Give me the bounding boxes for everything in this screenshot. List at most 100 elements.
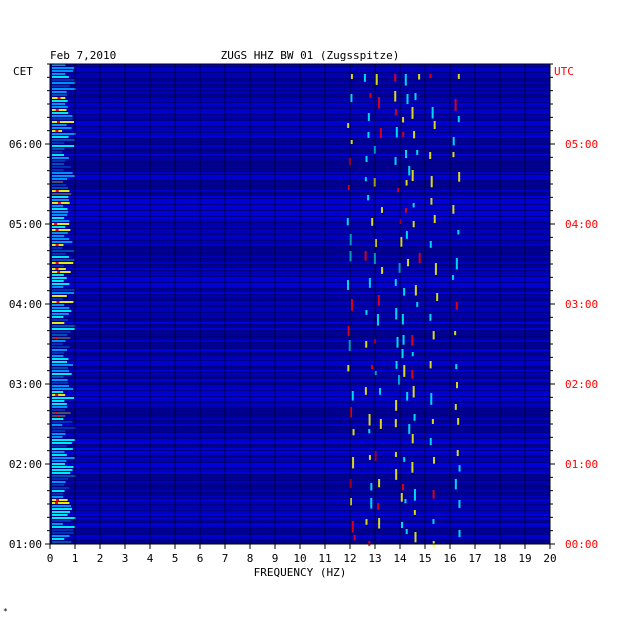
low-frequency-band	[52, 343, 63, 345]
low-frequency-band	[52, 493, 64, 495]
low-frequency-band	[52, 307, 70, 309]
low-frequency-peak	[54, 412, 58, 414]
low-frequency-band	[52, 136, 69, 138]
spectral-line-segment	[454, 331, 457, 336]
spectral-line-segment	[352, 457, 355, 469]
x-tick-label: 11	[318, 552, 331, 565]
spectral-line-segment	[411, 107, 414, 119]
low-frequency-band	[52, 217, 65, 219]
low-frequency-band	[52, 373, 72, 375]
low-frequency-band	[52, 154, 65, 156]
spectral-line-segment	[365, 341, 368, 348]
spectral-line-segment	[346, 218, 349, 226]
low-frequency-band	[52, 301, 74, 303]
spectral-line-segment	[418, 74, 421, 80]
low-frequency-band	[52, 175, 76, 177]
low-frequency-band	[52, 418, 64, 420]
spectral-line-segment	[379, 128, 382, 139]
low-frequency-band	[52, 442, 72, 444]
low-frequency-band	[52, 73, 66, 75]
right-tick-label: 02:00	[565, 378, 598, 391]
low-frequency-band	[52, 364, 73, 366]
low-frequency-band	[52, 502, 70, 504]
x-tick-label: 16	[443, 552, 456, 565]
spectral-line-segment	[413, 489, 416, 501]
low-frequency-band	[52, 535, 70, 537]
low-frequency-peak	[56, 301, 60, 303]
spectral-line-segment	[364, 251, 367, 261]
spectral-line-segment	[374, 239, 377, 248]
right-tick-label: 03:00	[565, 298, 598, 311]
spectral-line-segment	[429, 241, 432, 248]
spectral-line-segment	[367, 195, 370, 201]
x-ticks: 0 1 2 3 4 5 6 7 8 9 10 11 12 13 14 15 16 17 18 19 20	[47, 544, 557, 565]
right-tick-label: 04:00	[565, 218, 598, 231]
spectral-line-segment	[351, 391, 354, 401]
spectral-line-segment	[412, 386, 415, 398]
low-frequency-band	[52, 352, 65, 354]
low-frequency-band	[52, 268, 66, 270]
low-frequency-band	[52, 334, 68, 336]
spectral-line-segment	[402, 132, 405, 137]
spectral-line-segment	[452, 275, 455, 281]
spectral-line-segment	[379, 419, 382, 429]
low-frequency-band	[52, 163, 64, 165]
low-frequency-band	[52, 358, 69, 360]
low-frequency-band	[52, 526, 75, 528]
left-axis-label: CET	[13, 65, 33, 78]
low-frequency-peak	[55, 109, 59, 111]
x-tick-label: 13	[368, 552, 381, 565]
left-tick-label: 01:00	[9, 538, 42, 551]
low-frequency-band	[52, 409, 66, 411]
low-frequency-band	[52, 211, 69, 213]
low-frequency-band	[52, 115, 73, 117]
low-frequency-band	[52, 304, 65, 306]
low-frequency-band	[52, 265, 64, 267]
low-frequency-band	[52, 469, 73, 471]
x-tick-label: 6	[197, 552, 204, 565]
spectral-line-segment	[402, 117, 405, 123]
low-frequency-band	[52, 523, 63, 525]
spectral-line-segment	[454, 479, 457, 490]
low-frequency-band	[52, 199, 69, 201]
low-frequency-band	[52, 196, 69, 198]
spectral-line-segment	[408, 424, 411, 434]
spectral-line-segment	[378, 479, 381, 488]
spectral-line-segment	[394, 452, 397, 457]
spectral-line-segment	[455, 302, 458, 310]
low-frequency-band	[52, 76, 69, 78]
left-ticks: 06:00 05:00 04:00 03:00 02:00 01:00	[9, 63, 50, 551]
chart-title: ZUGS HHZ BW 01 (Zugsspitze)	[221, 49, 400, 62]
spectral-line-segment	[457, 418, 460, 425]
spectral-line-segment	[367, 113, 370, 121]
x-tick-label: 18	[493, 552, 506, 565]
low-frequency-band	[52, 190, 70, 192]
spectral-line-segment	[433, 215, 436, 224]
low-frequency-band	[52, 181, 64, 183]
spectral-line-segment	[430, 176, 433, 188]
low-frequency-peak	[55, 229, 59, 231]
spectral-line-segment	[452, 137, 455, 146]
spectral-line-segment	[370, 483, 373, 491]
low-frequency-band	[52, 112, 69, 114]
spectral-line-segment	[364, 387, 367, 395]
spectral-line-segment	[380, 207, 383, 213]
low-frequency-band	[52, 166, 71, 168]
low-frequency-band	[52, 277, 67, 279]
spectral-line-segment	[381, 267, 384, 274]
low-frequency-band	[52, 124, 67, 126]
low-frequency-band	[52, 436, 63, 438]
spectral-line-segment	[403, 288, 406, 296]
spectral-line-segment	[368, 278, 371, 288]
spectral-line-segment	[432, 331, 435, 340]
spectral-line-segment	[458, 465, 461, 472]
low-frequency-peak	[55, 268, 59, 270]
spectral-line-segment	[375, 74, 378, 85]
spectral-line-segment	[351, 521, 354, 533]
low-frequency-band	[52, 496, 64, 498]
spectral-line-segment	[377, 503, 380, 510]
low-frequency-band	[52, 310, 72, 312]
spectral-line-segment	[431, 419, 434, 424]
low-frequency-band	[52, 229, 71, 231]
